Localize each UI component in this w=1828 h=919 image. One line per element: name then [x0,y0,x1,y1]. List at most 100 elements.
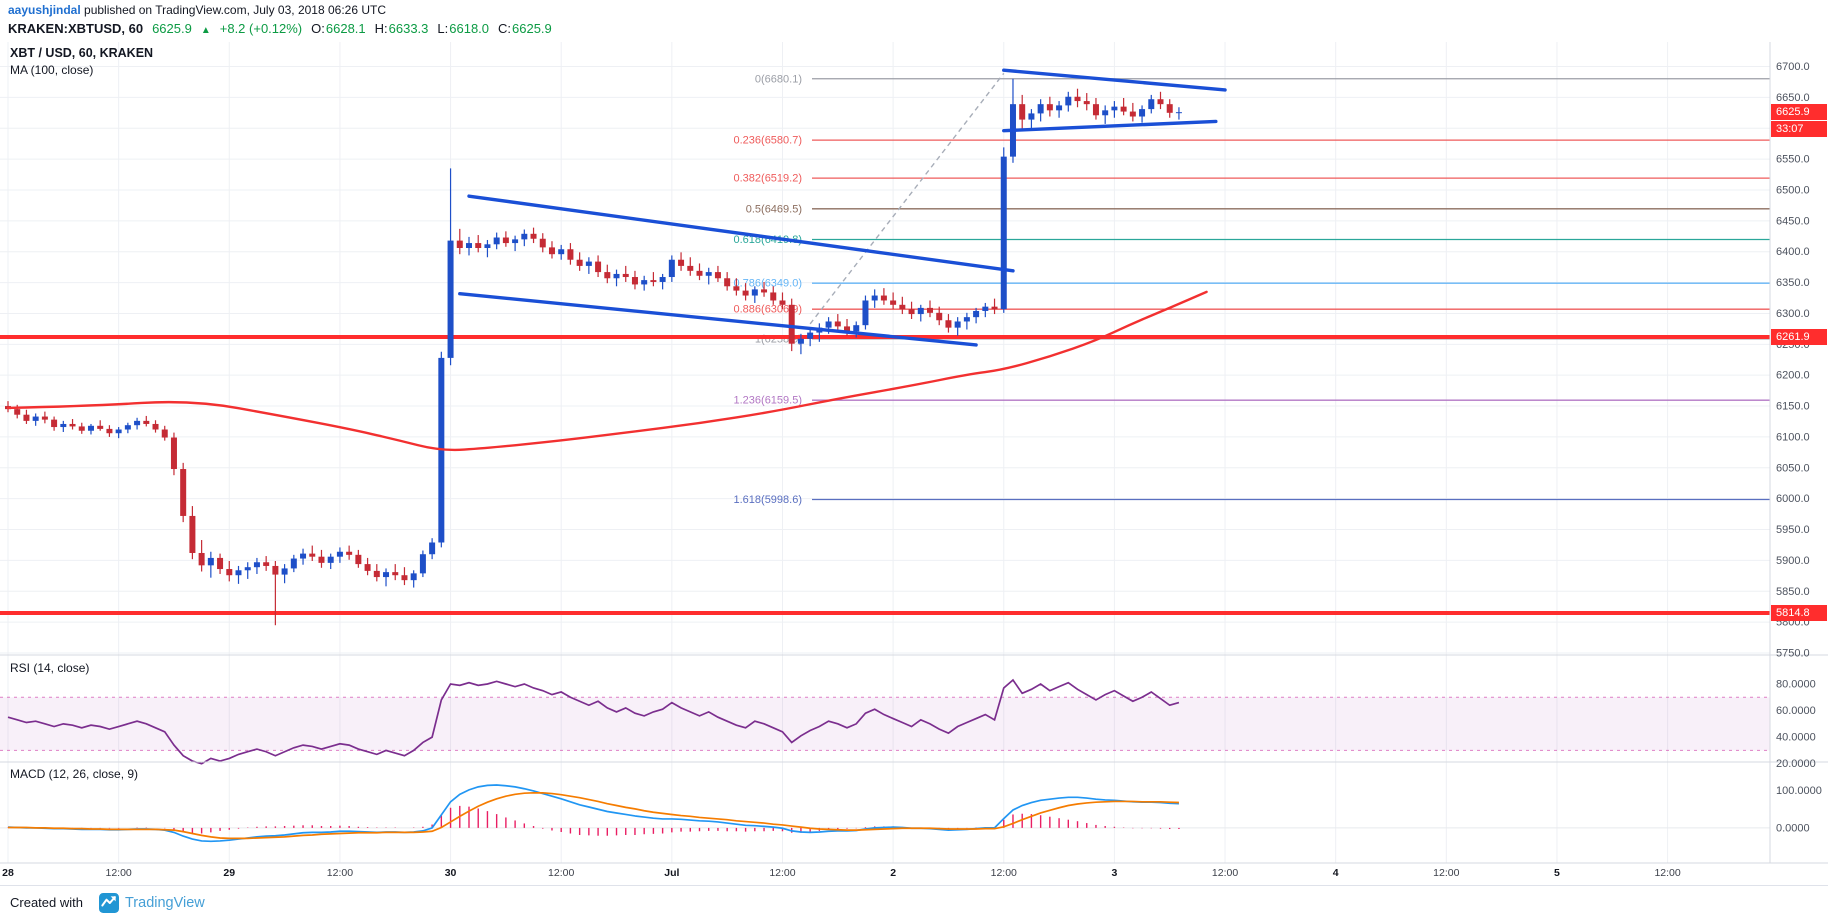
chart-area[interactable]: 0(6680.1) 0.236(6580.7) 0.382(6519.2) 0.5(6… [0,0,1828,885]
fib-label: 1.236(6159.5) [734,395,803,407]
rsi-band [0,697,1770,751]
last-price: 6625.9 [152,21,192,36]
macd-axis-label[interactable]: 0.0000 [1776,822,1810,834]
candle-body [309,553,316,557]
rsi-axis-label[interactable]: 60.0000 [1776,705,1816,717]
candle-body [456,240,463,249]
candle-body [134,420,141,426]
candle-body [124,425,131,430]
candle-body [963,317,970,322]
candle-body [78,426,85,431]
candle-body [143,420,150,424]
candle-body [115,429,122,434]
trend-line-channel-upper[interactable] [467,194,1015,273]
price-axis-label[interactable]: 6100.0 [1776,431,1810,443]
candle-body [1102,110,1109,116]
open-value: O: 6628.1 [311,21,366,36]
candle-body [678,259,685,266]
fib-label: 0.382(6519.2) [734,173,803,185]
candle-body [834,321,841,327]
candle-body [14,409,21,415]
rsi-axis-label[interactable]: 40.0000 [1776,732,1816,744]
candle-body [668,259,675,278]
time-axis-label: 12:00 [1433,867,1460,879]
candle-body [604,272,611,279]
trend-line-channel-lower[interactable] [458,291,978,347]
price-axis-label[interactable]: 5900.0 [1776,555,1810,567]
candle-body [908,309,915,315]
candle-body [1120,106,1127,112]
candle-body [484,244,491,249]
candle-body [419,554,426,574]
candle-body [807,332,814,339]
candle-body [60,423,67,428]
price-axis-label[interactable]: 6700.0 [1776,61,1810,73]
candle-body [373,570,380,578]
candle-body [1129,111,1136,117]
price-axis-label[interactable]: 6150.0 [1776,401,1810,413]
candle-body [1056,105,1063,111]
candle-body [392,572,399,576]
candle-body [1074,96,1081,102]
candle-body [502,237,509,244]
candle-body [567,249,574,260]
tradingview-link[interactable]: TradingView [98,892,205,913]
candle-body [244,567,251,571]
time-axis-label: 12:00 [326,867,354,879]
rsi-axis-label[interactable]: 80.0000 [1776,679,1816,691]
rsi-axis-label[interactable]: 20.0000 [1776,758,1816,770]
candle-body [650,280,657,282]
candle-body [429,542,436,555]
trend-line-flag-lower[interactable] [1002,119,1218,133]
candle-body [890,300,897,305]
candle-body [797,338,804,344]
price-axis-label[interactable]: 5950.0 [1776,524,1810,536]
fib-label: 1.618(5998.6) [734,494,803,506]
candle-body [290,558,297,569]
price-axis-label[interactable]: 6400.0 [1776,246,1810,258]
price-axis-label[interactable]: 6550.0 [1776,154,1810,166]
candle-body [641,280,648,285]
price-axis-label[interactable]: 5750.0 [1776,648,1810,660]
up-arrow-icon: ▲ [200,25,211,36]
candle-body [281,568,288,575]
candle-body [318,556,325,563]
candle-body [973,310,980,318]
candle-body [1000,156,1007,310]
candle-body [631,277,638,285]
author-link[interactable]: aayushjindal [8,3,81,17]
price-axis-label[interactable]: 6300.0 [1776,308,1810,320]
trend-line-flag-upper[interactable] [1002,68,1227,92]
price-axis-label[interactable]: 6650.0 [1776,92,1810,104]
time-axis-label: 5 [1554,867,1560,879]
last-price-tag: 6625.9 [1771,104,1827,120]
chart-canvas[interactable]: 0(6680.1) 0.236(6580.7) 0.382(6519.2) 0.5(6… [0,0,1828,885]
price-axis-label[interactable]: 6500.0 [1776,184,1810,196]
price-axis-label[interactable]: 6200.0 [1776,370,1810,382]
macd-axis-label[interactable]: 100.0000 [1776,785,1822,797]
candle-body [180,469,187,516]
candle-body [32,416,39,421]
candle-body [613,273,620,279]
candle-body [576,259,583,266]
candle-body [51,419,58,428]
candle-body [355,554,362,565]
candle-body [853,325,860,332]
candle-body [327,556,334,563]
price-axis-label[interactable]: 6050.0 [1776,462,1810,474]
candle-body [1148,99,1155,110]
symbol-bar: KRAKEN:XBTUSD, 60 6625.9 ▲ +8.2 (+0.12%)… [8,21,552,36]
price-axis-label[interactable]: 6450.0 [1776,215,1810,227]
price-axis-label[interactable]: 5850.0 [1776,586,1810,598]
candle-body [383,572,390,578]
candle-body [991,306,998,310]
candle-body [788,304,795,344]
candle-body [733,286,740,291]
candle-body [945,320,952,328]
candle-body [170,437,177,470]
candle-body [696,270,703,276]
price-axis-label[interactable]: 6000.0 [1776,493,1810,505]
candle-body [880,295,887,301]
price-axis-label[interactable]: 6350.0 [1776,277,1810,289]
candle-body [659,277,666,282]
